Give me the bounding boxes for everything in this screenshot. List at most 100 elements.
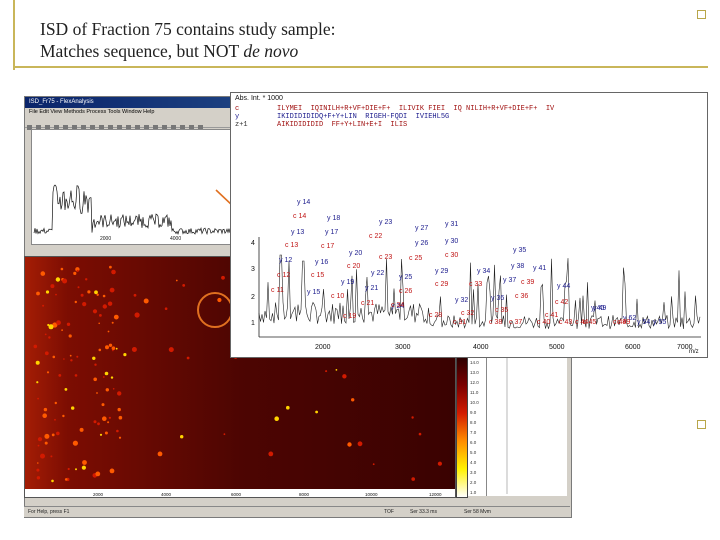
heatmap-spot [104,431,108,435]
c-ion-label: c 32 [461,310,475,317]
c-ion-label: c 14 [293,213,307,220]
c-ion-label: c 38 [489,319,503,326]
window-menubar[interactable]: File Edit View Methods Process Tools Win… [29,109,155,115]
heatmap-spot [98,348,102,352]
y-ion-label: y 32 [455,297,469,304]
y-ion-label: y 31 [445,221,459,228]
c-ion-label: c 41 [545,312,559,319]
toolbar-button-icon[interactable] [81,125,86,130]
heatmap-spot [67,467,70,471]
c-ion-label: c 28 [429,312,443,319]
heatmap-spot [36,468,40,472]
status-bar: For Help, press F1 TOF Ser 33.3 ms Ser 5… [24,506,570,517]
toolbar-button-icon[interactable] [162,125,167,130]
scale-label: 6.0 [470,440,477,445]
scale-label: 1.0 [470,490,477,495]
y-ion-label: y 22 [371,270,385,277]
toolbar-button-icon[interactable] [153,125,158,130]
c-ion-label: c 45 [583,319,597,326]
heatmap-spot [36,381,39,384]
frame-marker [697,420,706,429]
toolbar-button-icon[interactable] [63,125,68,130]
scale-label: 13.0 [470,370,479,375]
heatmap-spot [335,369,338,371]
heatmap-spot [54,418,56,421]
toolbar-button-icon[interactable] [72,125,77,130]
heatmap-tick-label: 12000 [429,492,442,497]
toolbar-button-icon[interactable] [189,125,194,130]
heatmap-spot [104,371,109,376]
heatmap-spot [70,359,73,362]
scale-label: 4.0 [470,460,477,465]
y-ion-label: y 16 [315,259,329,266]
toolbar-button-icon[interactable] [45,125,50,130]
heatmap-spot [268,451,274,457]
heatmap-spot [116,429,119,433]
heatmap-spot [44,351,49,356]
heatmap-spot [71,406,75,410]
sequence-line-z: AIKIDIDIDID FF+Y+LIN+E+I ILIS [277,121,408,129]
heatmap-spot [133,293,137,297]
heatmap-spot [37,437,43,442]
heatmap-axis-band [25,489,455,497]
toolbar-button-icon[interactable] [198,125,203,130]
x-axis-unit: m/z [689,349,699,355]
heatmap-spot [118,436,122,439]
heatmap-spot [107,421,110,424]
y-ion-label: y 35 [513,247,527,254]
toolbar-button-icon[interactable] [36,125,41,130]
y-ion-label: y 54 [637,319,651,326]
y-ion-label: y 18 [327,215,341,222]
y-ion-label: y 23 [379,219,393,226]
y-ion-label: y 13 [291,229,305,236]
c-ion-label: c 15 [311,272,325,279]
x-tick-label: 3000 [395,344,411,351]
heatmap-spot [325,370,328,373]
heatmap-spot [168,347,174,353]
x-tick-label: 2000 [315,344,331,351]
status-help-text: For Help, press F1 [28,509,70,515]
toolbar-button-icon[interactable] [99,125,104,130]
heatmap-spot [175,279,178,282]
toolbar-button-icon[interactable] [108,125,113,130]
scale-label: 11.0 [470,390,479,395]
heatmap-spot [186,356,190,360]
heatmap-spot [99,314,102,317]
toolbar-button-icon[interactable] [126,125,131,130]
c-ion-label: c 39 [521,279,535,286]
heatmap-spot [43,407,48,412]
heatmap-spot [36,291,40,296]
heatmap-spot [109,265,112,269]
toolbar-button-icon[interactable] [171,125,176,130]
y-tick-label: 4 [251,240,255,247]
frame-vertical-line [13,0,15,70]
heatmap-spot [221,275,225,280]
toolbar-button-icon[interactable] [144,125,149,130]
heatmap-spot [418,432,422,436]
overview-spectrum-plot[interactable]: 2000 4000 [31,129,263,245]
heatmap-spot [102,304,108,309]
heatmap-spot [76,269,79,272]
heatmap-spot [92,309,98,314]
toolbar-button-icon[interactable] [117,125,122,130]
frame-marker [697,10,706,19]
toolbar-button-icon[interactable] [27,125,32,130]
heatmap-spot [274,416,279,421]
heatmap-spot [437,461,442,466]
sequence-tag-c: c [235,105,240,113]
toolbar-button-icon[interactable] [180,125,185,130]
toolbar-button-icon[interactable] [90,125,95,130]
heatmap-spot [56,431,60,436]
toolbar-button-icon[interactable] [135,125,140,130]
heatmap-spot [99,433,103,436]
toolbar-button-icon[interactable] [54,125,59,130]
heatmap-spot [131,347,137,352]
heatmap-spot [92,356,96,360]
heatmap-spot [80,293,84,297]
heatmap-spot [48,336,51,339]
annotated-spectrum-panel[interactable]: Abs. Int. * 1000 c ILYMEI IQINILH+R+VF+D… [230,92,708,358]
c-ion-label: c 12 [277,272,291,279]
side-profile-panel[interactable] [486,356,567,496]
scale-label: 2.0 [470,480,477,485]
y-ion-label: y 40 [591,305,605,312]
